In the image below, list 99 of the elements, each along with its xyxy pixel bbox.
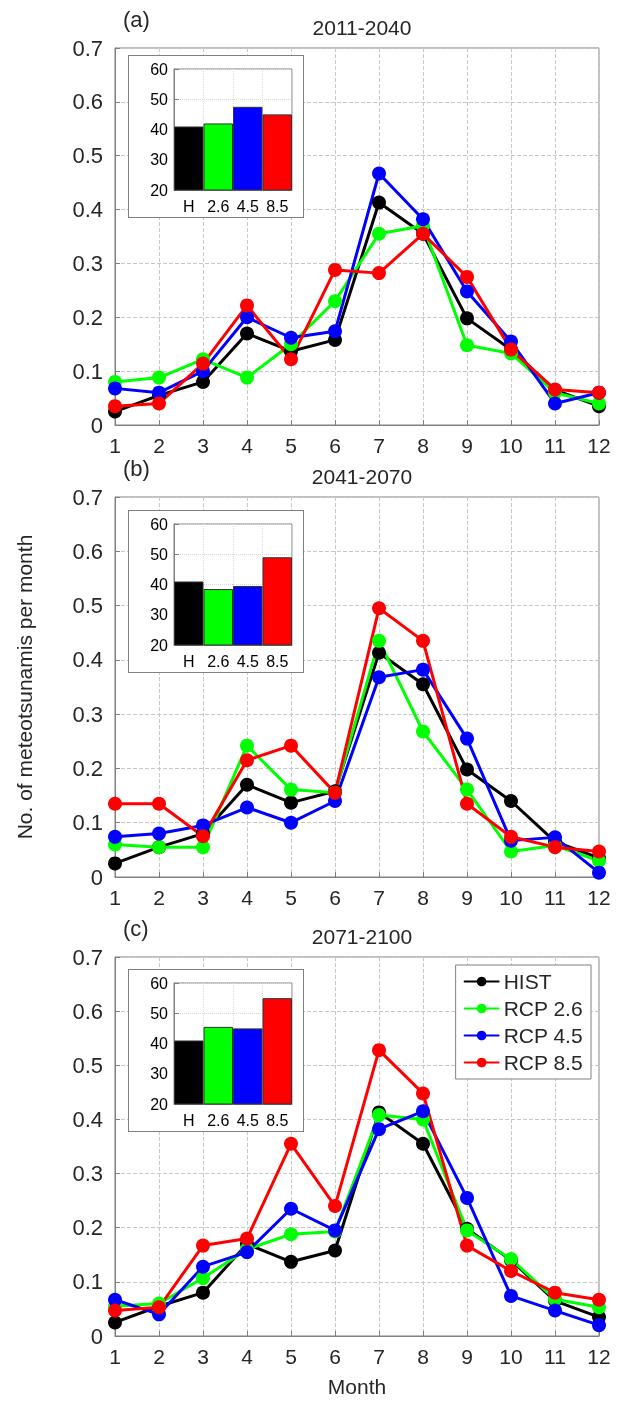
x-tick-label: 9: [461, 886, 473, 909]
x-tick-label: 8: [417, 1345, 429, 1368]
y-tick-label: 0.1: [72, 810, 103, 836]
y-tick-label: 0.5: [72, 1052, 103, 1078]
y-tick-label: 30: [150, 1065, 169, 1083]
legend-label: HIST: [503, 970, 552, 993]
y-tick-label: 0.1: [72, 358, 103, 384]
x-tick-label: 2.6: [207, 652, 230, 670]
y-tick-label: 0.3: [72, 1161, 103, 1187]
x-tick-label: 4: [241, 886, 254, 909]
legend-label: RCP 4.5: [503, 1024, 583, 1047]
chart-title: 2011-2040: [312, 16, 412, 39]
y-tick-label: 30: [150, 606, 169, 624]
x-tick-label: 6: [329, 1345, 341, 1368]
chart-title: 2071-2100: [311, 925, 413, 948]
y-tick-label: 20: [150, 181, 169, 199]
x-tick-label: 3: [197, 434, 209, 457]
y-tick-label: 40: [150, 1035, 169, 1052]
y-tick-label: 0: [90, 1323, 103, 1349]
x-tick-label: 4.5: [236, 652, 259, 670]
y-tick-label: 50: [150, 90, 169, 108]
x-tick-label: 8.5: [266, 652, 289, 670]
x-tick-label: 2: [153, 1345, 165, 1368]
text: (c): [123, 915, 149, 941]
x-tick-label: 6: [329, 886, 341, 909]
y-tick-label: 20: [150, 1095, 169, 1113]
y-tick-label: 0.7: [72, 944, 103, 970]
y-tick-label: 0.6: [72, 89, 103, 115]
y-tick-label: 60: [150, 60, 169, 78]
x-tick-label: 5: [285, 434, 297, 457]
y-tick-label: 0.2: [72, 1215, 103, 1241]
x-tick-label: 12: [587, 1345, 611, 1368]
x-tick-label: 2: [153, 886, 165, 909]
x-tick-label: 7: [373, 1345, 385, 1368]
x-tick-label: 8.5: [266, 197, 289, 215]
y-tick-label: 0.5: [72, 143, 103, 169]
y-tick-label: 0.4: [72, 197, 103, 223]
x-tick-label: 1: [109, 886, 121, 909]
y-tick-label: 0.6: [72, 998, 103, 1024]
y-tick-label: 0.3: [72, 701, 103, 727]
y-tick-label: 40: [150, 576, 169, 593]
x-tick-label: 4: [241, 1345, 254, 1368]
x-tick-label: H: [182, 1111, 195, 1129]
y-tick-label: 0: [90, 864, 103, 890]
x-tick-label: 11: [544, 434, 566, 457]
x-tick-label: 8: [417, 886, 429, 909]
x-tick-label: 4: [241, 434, 254, 457]
y-tick-label: 50: [150, 545, 169, 563]
x-tick-label: 4.5: [236, 197, 259, 215]
x-tick-label: 10: [499, 1345, 523, 1368]
x-tick-label: 1: [109, 434, 121, 457]
y-tick-label: 0.2: [72, 304, 103, 330]
x-tick-label: 7: [373, 434, 385, 457]
x-tick-label: H: [182, 197, 195, 215]
y-tick-label: 0.3: [72, 250, 103, 276]
chart-title: 2041-2070: [311, 465, 413, 488]
y-tick-label: 0.1: [72, 1269, 103, 1295]
y-axis-title: No. of meteotsunamis per month: [13, 534, 36, 840]
y-tick-label: 30: [150, 151, 169, 169]
x-tick-label: H: [182, 652, 195, 670]
x-tick-label: 9: [461, 1345, 473, 1368]
y-tick-label: 0.7: [72, 35, 103, 61]
x-axis-title: Month: [327, 1375, 387, 1398]
y-tick-label: 20: [150, 636, 169, 654]
y-tick-label: 0.6: [72, 538, 103, 564]
y-tick-label: 0.2: [72, 755, 103, 781]
x-tick-label: 8.5: [266, 1111, 289, 1129]
y-tick-label: 0.4: [72, 1106, 103, 1132]
x-tick-label: 2.6: [207, 197, 230, 215]
x-tick-label: 4.5: [236, 1111, 259, 1129]
x-tick-label: 10: [499, 434, 523, 457]
x-tick-label: 7: [373, 886, 385, 909]
x-tick-label: 5: [285, 1345, 297, 1368]
x-tick-label: 9: [461, 434, 473, 457]
y-tick-label: 0.7: [72, 484, 103, 510]
text: (a): [123, 6, 150, 32]
y-tick-label: 0.4: [72, 647, 103, 673]
y-tick-label: 0.5: [72, 593, 103, 619]
x-tick-label: 3: [197, 1345, 209, 1368]
legend-label: RCP 2.6: [503, 997, 583, 1020]
y-tick-label: 50: [150, 1004, 169, 1022]
y-tick-label: 0: [90, 412, 103, 438]
y-tick-label: 40: [150, 121, 169, 138]
x-tick-label: 1: [109, 1345, 121, 1368]
y-tick-label: 60: [150, 974, 169, 992]
x-tick-label: 6: [329, 434, 341, 457]
text: (b): [123, 455, 150, 481]
x-tick-label: 3: [197, 886, 209, 909]
x-tick-label: 5: [285, 886, 297, 909]
x-tick-label: 12: [587, 434, 611, 457]
x-tick-label: 8: [417, 434, 429, 457]
x-tick-label: 11: [544, 1345, 566, 1368]
x-tick-label: 10: [499, 886, 523, 909]
x-tick-label: 2.6: [207, 1111, 230, 1129]
x-tick-label: 2: [153, 434, 165, 457]
y-tick-label: 60: [150, 515, 169, 533]
legend-label: RCP 8.5: [503, 1051, 583, 1074]
x-tick-label: 11: [544, 886, 566, 909]
x-tick-label: 12: [587, 886, 611, 909]
